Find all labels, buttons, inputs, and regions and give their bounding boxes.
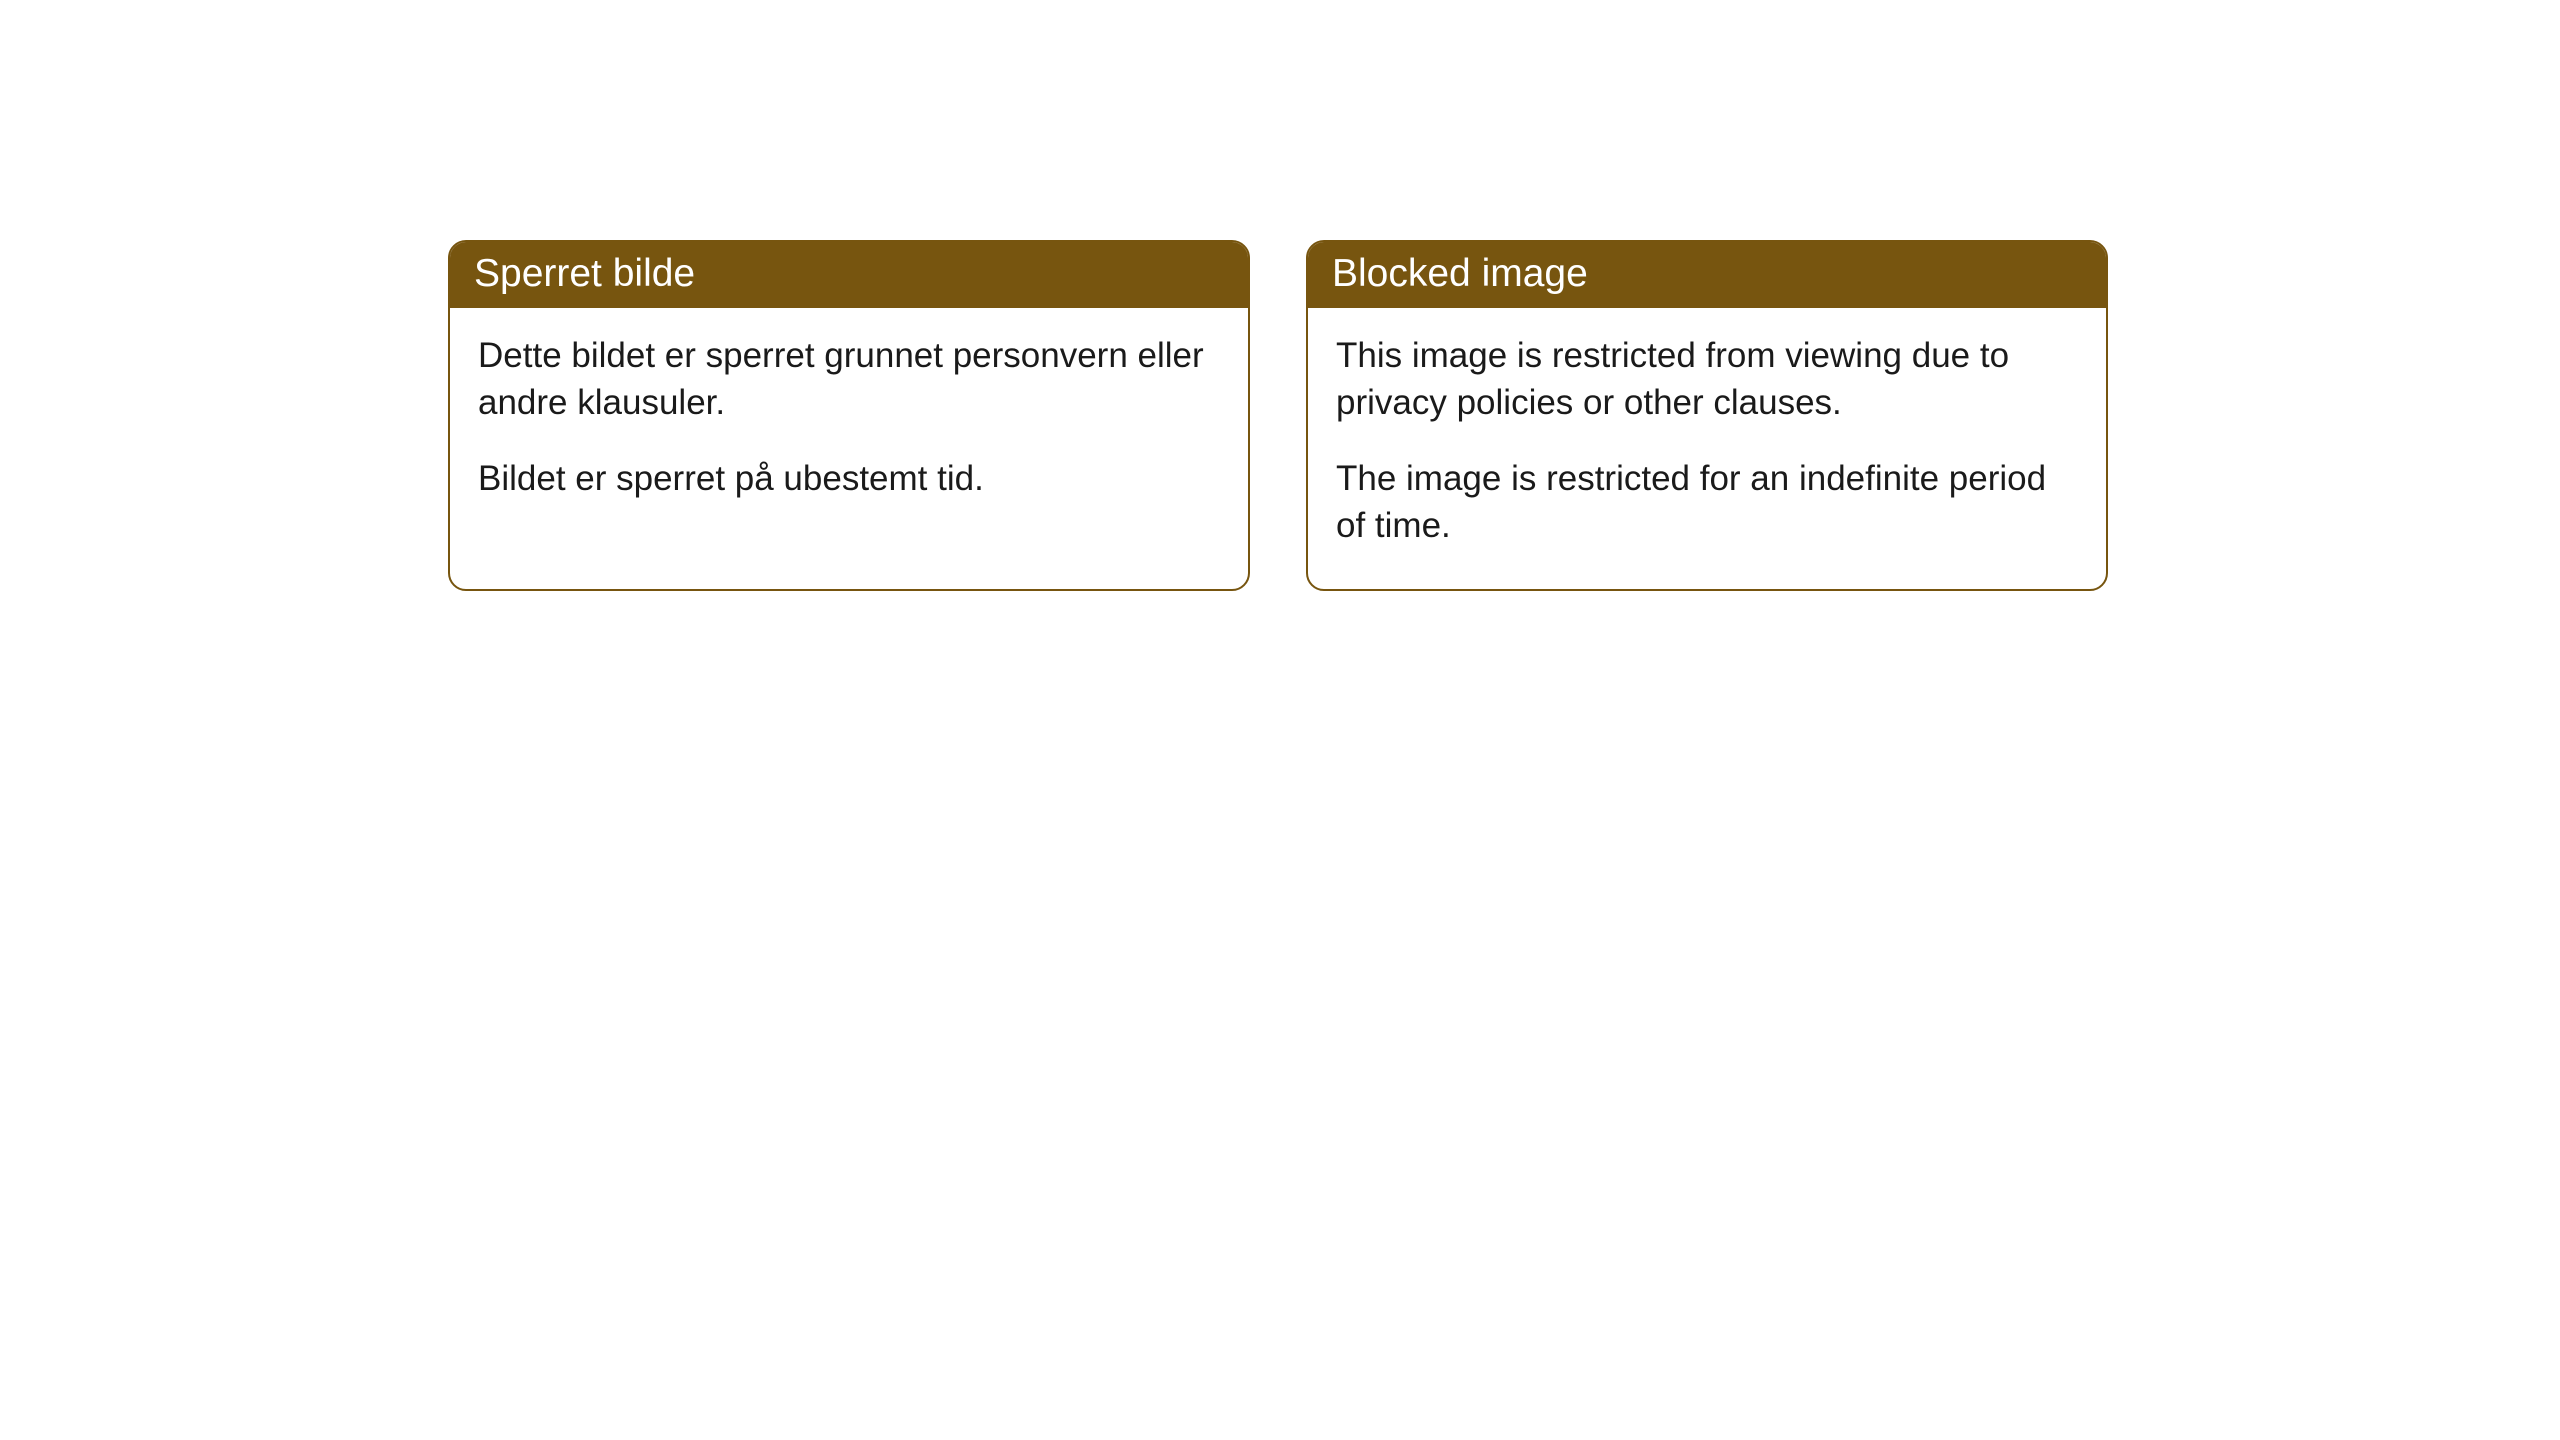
notice-card-english: Blocked image This image is restricted f… xyxy=(1306,240,2108,591)
card-paragraph: The image is restricted for an indefinit… xyxy=(1336,455,2078,550)
card-paragraph: Bildet er sperret på ubestemt tid. xyxy=(478,455,1220,502)
card-header-english: Blocked image xyxy=(1308,242,2106,308)
card-body-english: This image is restricted from viewing du… xyxy=(1308,308,2106,589)
card-paragraph: Dette bildet er sperret grunnet personve… xyxy=(478,332,1220,427)
card-paragraph: This image is restricted from viewing du… xyxy=(1336,332,2078,427)
card-body-norwegian: Dette bildet er sperret grunnet personve… xyxy=(450,308,1248,542)
card-header-norwegian: Sperret bilde xyxy=(450,242,1248,308)
notice-cards-container: Sperret bilde Dette bildet er sperret gr… xyxy=(448,240,2560,591)
notice-card-norwegian: Sperret bilde Dette bildet er sperret gr… xyxy=(448,240,1250,591)
